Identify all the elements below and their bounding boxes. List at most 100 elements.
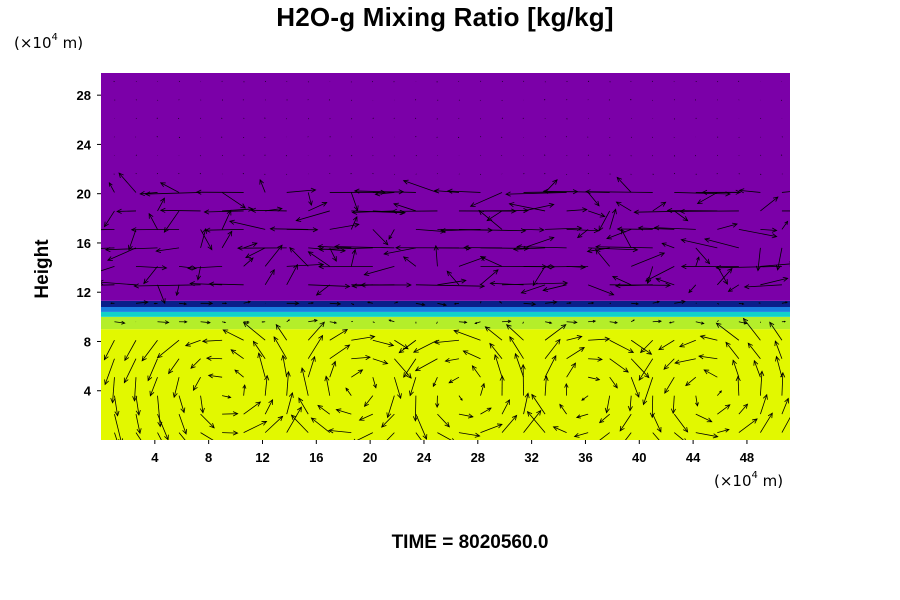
- wind-arrow: [149, 377, 158, 397]
- wind-arrow: [317, 404, 331, 415]
- wind-arrow: [437, 302, 447, 307]
- wind-arrow: [595, 248, 610, 267]
- wind-arrow: [457, 136, 460, 139]
- wind-arrow: [275, 323, 288, 341]
- wind-arrow: [653, 225, 696, 231]
- wind-arrow: [499, 375, 505, 396]
- time-label: TIME = 8020560.0: [391, 532, 549, 553]
- wind-arrow: [415, 117, 417, 119]
- x-tick-label: 16: [309, 450, 323, 465]
- wind-arrow: [264, 374, 270, 396]
- field-band-0: [101, 329, 790, 440]
- wind-arrow: [264, 244, 283, 267]
- x-axis-unit: (×104 m): [714, 470, 784, 490]
- wind-arrow: [480, 208, 529, 214]
- wind-arrow: [780, 154, 783, 156]
- wind-arrow: [474, 321, 481, 325]
- wind-arrow: [391, 208, 438, 214]
- wind-arrow: [453, 329, 481, 341]
- wind-arrow: [243, 300, 252, 304]
- wind-arrow: [286, 187, 317, 193]
- wind-arrow: [374, 191, 395, 197]
- wind-arrow: [222, 206, 254, 212]
- wind-arrow: [738, 188, 761, 194]
- wind-arrow: [480, 382, 486, 396]
- wind-arrow: [367, 301, 373, 304]
- wind-arrow: [781, 210, 790, 212]
- wind-arrow: [178, 414, 188, 435]
- wind-arrow: [415, 432, 422, 440]
- wind-arrow: [415, 413, 428, 440]
- field-band-2: [101, 311, 790, 317]
- wind-arrow: [318, 264, 373, 270]
- wind-arrow: [587, 284, 615, 296]
- x-tick-label: 48: [740, 450, 754, 465]
- wind-arrow: [732, 359, 740, 378]
- wind-arrow: [200, 301, 214, 306]
- wind-arrow: [588, 247, 639, 253]
- wind-arrow: [581, 395, 589, 401]
- wind-arrow: [543, 375, 549, 396]
- wind-arrow: [243, 242, 258, 249]
- wind-arrow: [114, 432, 118, 440]
- wind-arrow: [298, 397, 309, 415]
- wind-arrow: [695, 117, 697, 119]
- x-tick-label: 12: [255, 450, 269, 465]
- wind-arrow: [353, 188, 416, 194]
- wind-arrow: [360, 282, 395, 288]
- wind-vector-field: [101, 80, 790, 440]
- field-band-1: [101, 316, 790, 330]
- wind-arrow: [735, 375, 741, 396]
- wind-arrow: [437, 278, 467, 286]
- wind-arrow: [141, 340, 158, 362]
- wind-arrow: [372, 358, 389, 365]
- wind-arrow: [663, 358, 675, 370]
- wind-arrow: [156, 136, 158, 138]
- wind-arrow: [243, 320, 250, 324]
- wind-arrow: [394, 358, 412, 379]
- wind-arrow: [559, 403, 567, 415]
- wind-arrow: [205, 355, 223, 361]
- wind-arrow: [640, 339, 654, 354]
- wind-arrow: [132, 377, 138, 402]
- wind-arrow: [458, 395, 463, 401]
- wind-arrow: [609, 376, 618, 389]
- wind-arrow: [204, 227, 244, 233]
- wind-arrow: [545, 264, 589, 270]
- wind-arrow: [775, 355, 783, 378]
- wind-arrow: [351, 334, 376, 341]
- wind-arrow: [599, 432, 610, 440]
- wind-arrow: [324, 375, 331, 396]
- wind-arrow: [606, 229, 632, 240]
- wind-arrow: [760, 261, 790, 267]
- wind-arrow: [661, 242, 675, 249]
- wind-arrow: [704, 237, 739, 249]
- wind-arrow: [101, 229, 115, 231]
- wind-arrow: [505, 191, 567, 197]
- wind-arrow: [402, 256, 417, 267]
- wind-arrow: [200, 413, 215, 429]
- wind-arrow: [307, 251, 330, 267]
- wind-arrow: [598, 210, 611, 232]
- x-tick-label: 40: [632, 450, 646, 465]
- wind-arrow: [242, 321, 266, 341]
- wind-arrow: [715, 265, 782, 271]
- wind-arrow: [508, 202, 546, 212]
- wind-arrow: [178, 136, 181, 139]
- wind-arrow: [157, 432, 162, 440]
- wind-arrow: [469, 192, 503, 207]
- wind-arrow: [264, 136, 266, 138]
- wind-arrow: [434, 339, 459, 345]
- wind-arrow: [402, 179, 438, 193]
- wind-arrow: [184, 339, 201, 347]
- wind-arrow: [699, 334, 718, 341]
- wind-arrow: [630, 358, 650, 379]
- wind-arrow: [386, 395, 395, 419]
- wind-arrow: [104, 358, 115, 386]
- wind-arrow: [715, 322, 740, 341]
- wind-arrow: [701, 189, 739, 195]
- wind-arrow: [435, 395, 440, 408]
- wind-arrow: [588, 356, 603, 362]
- wind-arrow: [566, 207, 588, 213]
- wind-arrow: [685, 376, 697, 387]
